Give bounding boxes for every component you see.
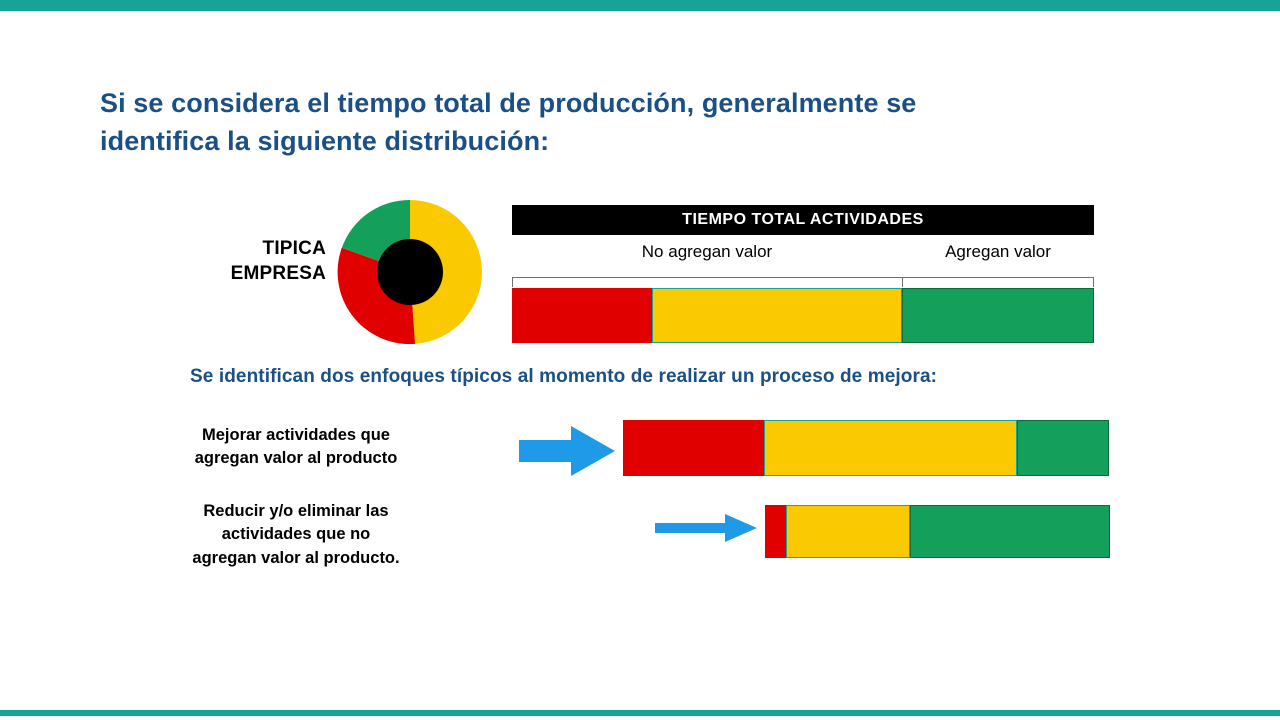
approach-1-label-line-1: Mejorar actividades que [202, 426, 390, 444]
donut-label-line-1: TIPICA [262, 238, 326, 259]
bracket-no-value [512, 277, 903, 287]
approach-1-segment-yellow [763, 420, 1017, 476]
donut-slice-yellow [410, 200, 482, 344]
top-accent-rule [0, 0, 1280, 11]
bar-segment-green [901, 288, 1094, 343]
approach-2-label-line-1: Reducir y/o eliminar las [203, 502, 389, 520]
approach-1-label: Mejorar actividades que agregan valor al… [170, 424, 422, 471]
bottom-accent-rule [0, 710, 1280, 716]
bar-segment-red [512, 288, 652, 343]
chart-group-brackets [512, 277, 1094, 288]
bar-segment-yellow [651, 288, 902, 343]
donut-label: TIPICA EMPRESA [196, 236, 326, 286]
thick-right-arrow-icon [519, 426, 615, 476]
thin-right-arrow-icon [655, 514, 757, 542]
approach-2-label: Reducir y/o eliminar las actividades que… [165, 500, 427, 570]
donut-svg [337, 199, 482, 345]
approach-2-segment-yellow [785, 505, 910, 558]
chart-header-band: TIEMPO TOTAL ACTIVIDADES [512, 205, 1094, 235]
approach-2-stacked-bar [765, 505, 1110, 558]
donut-chart-graphic [334, 196, 486, 348]
approach-1-stacked-bar [623, 420, 1109, 476]
approach-2-label-line-3: agregan valor al producto. [192, 548, 400, 567]
approach-row-reduce-non-value: Reducir y/o eliminar las actividades que… [0, 500, 1280, 590]
legend-label-value: Agregan valor [945, 242, 1051, 261]
section-subtitle: Se identifican dos enfoques típicos al m… [190, 366, 938, 387]
legend-label-no-value: No agregan valor [641, 242, 773, 261]
tiempo-total-actividades-chart: TIEMPO TOTAL ACTIVIDADES No agregan valo… [512, 205, 1094, 343]
approach-1-label-line-2: agregan valor al producto [194, 449, 398, 468]
approach-1-segment-green [1016, 420, 1109, 476]
main-stacked-bar [512, 288, 1094, 343]
approach-2-segment-red [765, 505, 786, 558]
approach-2-label-line-2: actividades que no [221, 525, 371, 544]
page-title-line-2: identifica la siguiente distribución: [100, 126, 550, 157]
approach-2-segment-green [909, 505, 1110, 558]
approach-1-segment-red [623, 420, 764, 476]
chart-group-labels: No agregan valor Agregan valor [512, 242, 1094, 277]
donut-label-line-2: EMPRESA [230, 263, 326, 285]
bracket-value [902, 277, 1094, 287]
page-title-line-1: Si se considera el tiempo total de produ… [100, 88, 917, 118]
donut-hole [377, 239, 443, 305]
tipica-empresa-chart: TIPICA EMPRESA [196, 196, 496, 351]
page-title: Si se considera el tiempo total de produ… [100, 84, 1168, 161]
approach-row-improve-value: Mejorar actividades que agregan valor al… [0, 418, 1280, 484]
